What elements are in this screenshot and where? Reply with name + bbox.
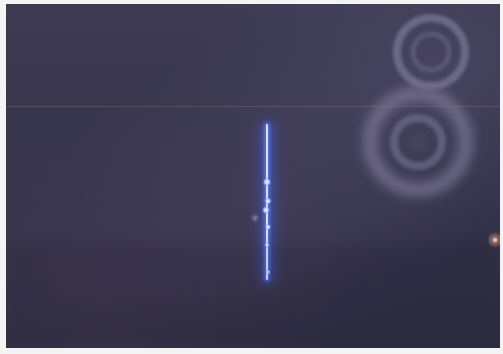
orange-light-dot — [489, 234, 500, 246]
film-grain — [6, 4, 500, 348]
bottom-vignette — [6, 244, 500, 348]
photo-artwork — [6, 14, 500, 348]
night-photo — [6, 4, 500, 348]
lens-reflection-rings — [364, 14, 472, 196]
horizontal-scan-line — [6, 106, 500, 107]
